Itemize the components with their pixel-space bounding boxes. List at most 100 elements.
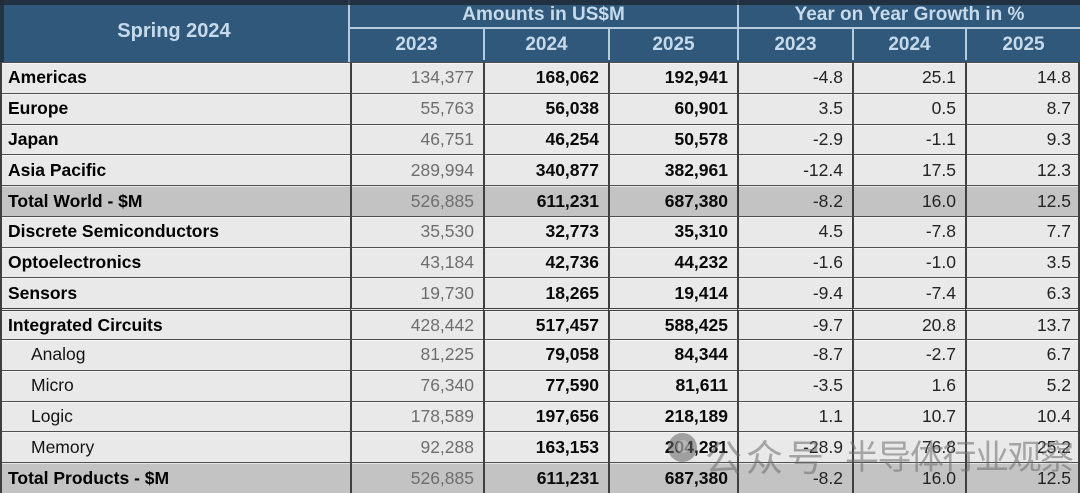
growth-2025: 9.3 bbox=[965, 123, 1080, 155]
row-label: Logic bbox=[0, 400, 350, 432]
table-row: Integrated Circuits 428,442 517,457 588,425… bbox=[0, 308, 1080, 340]
amounts-year-2024-header: 2024 bbox=[483, 29, 608, 60]
table-right-border bbox=[1078, 62, 1080, 493]
amount-2023: 43,184 bbox=[350, 246, 483, 278]
table-title: Spring 2024 bbox=[0, 0, 350, 62]
growth-2024: -2.7 bbox=[852, 339, 965, 370]
growth-2024: -7.8 bbox=[852, 215, 965, 247]
amount-2024: 163,153 bbox=[483, 431, 608, 463]
amount-2025: 50,578 bbox=[608, 123, 737, 155]
amount-2023: 428,442 bbox=[350, 308, 483, 340]
amount-2023: 35,530 bbox=[350, 215, 483, 247]
amount-2023: 46,751 bbox=[350, 123, 483, 155]
amount-2024: 79,058 bbox=[483, 339, 608, 370]
amount-2023: 526,885 bbox=[350, 462, 483, 493]
row-label: Micro bbox=[0, 369, 350, 401]
growth-2025: 12.5 bbox=[965, 462, 1080, 493]
growth-2024: 10.7 bbox=[852, 400, 965, 432]
amount-2023: 92,288 bbox=[350, 431, 483, 463]
amount-2023: 178,589 bbox=[350, 400, 483, 432]
row-label: Europe bbox=[0, 92, 350, 124]
growth-2023: 1.1 bbox=[737, 400, 852, 432]
amount-2024: 197,656 bbox=[483, 400, 608, 432]
row-label: Sensors bbox=[0, 277, 350, 308]
amount-2023: 55,763 bbox=[350, 92, 483, 124]
row-label: Japan bbox=[0, 123, 350, 155]
column-group-amounts: Amounts in US$M bbox=[350, 0, 737, 29]
row-label: Integrated Circuits bbox=[0, 308, 350, 339]
growth-2024: -1.0 bbox=[852, 246, 965, 278]
row-label: Discrete Semiconductors bbox=[0, 215, 350, 247]
amount-2025: 204,281 bbox=[608, 431, 737, 463]
growth-2023: -9.4 bbox=[737, 277, 852, 309]
amount-2024: 32,773 bbox=[483, 215, 608, 247]
row-label: Asia Pacific bbox=[0, 154, 350, 185]
growth-2025: 7.7 bbox=[965, 215, 1080, 247]
growth-2023: -2.9 bbox=[737, 123, 852, 155]
amount-2025: 81,611 bbox=[608, 369, 737, 401]
row-label: Memory bbox=[0, 431, 350, 462]
amount-2024: 77,590 bbox=[483, 369, 608, 401]
growth-2025: 13.7 bbox=[965, 308, 1080, 340]
table-row: Japan 46,751 46,254 50,578 -2.9 -1.1 9.3 bbox=[0, 123, 1080, 155]
table-row: Europe 55,763 56,038 60,901 3.5 0.5 8.7 bbox=[0, 92, 1080, 124]
amount-2025: 84,344 bbox=[608, 339, 737, 370]
row-label: Total World - $M bbox=[0, 185, 350, 216]
amount-2024: 611,231 bbox=[483, 462, 608, 493]
amount-2024: 56,038 bbox=[483, 92, 608, 124]
amount-2024: 168,062 bbox=[483, 62, 608, 93]
row-label: Total Products - $M bbox=[0, 462, 350, 493]
window-left-edge bbox=[0, 0, 4, 62]
amount-2023: 289,994 bbox=[350, 154, 483, 186]
growth-2025: 12.3 bbox=[965, 154, 1080, 186]
amount-2023: 526,885 bbox=[350, 185, 483, 216]
table-row: Total Products - $M 526,885 611,231 687,380… bbox=[0, 462, 1080, 493]
growth-2023: -8.7 bbox=[737, 339, 852, 370]
amount-2025: 218,189 bbox=[608, 400, 737, 432]
growth-2024: -1.1 bbox=[852, 123, 965, 155]
growth-2024: 16.0 bbox=[852, 185, 965, 216]
amount-2023: 81,225 bbox=[350, 339, 483, 370]
growth-2024: 1.6 bbox=[852, 369, 965, 401]
growth-2025: 6.3 bbox=[965, 277, 1080, 309]
header-year-columns: Amounts in US$M Year on Year Growth in %… bbox=[350, 0, 1080, 62]
growth-2025: 3.5 bbox=[965, 246, 1080, 278]
growth-year-2023-header: 2023 bbox=[737, 29, 852, 60]
amount-2023: 134,377 bbox=[350, 62, 483, 93]
amount-2024: 46,254 bbox=[483, 123, 608, 155]
growth-2023: -4.8 bbox=[737, 62, 852, 93]
growth-2023: -9.7 bbox=[737, 308, 852, 340]
amount-2025: 687,380 bbox=[608, 185, 737, 216]
growth-2025: 25.2 bbox=[965, 431, 1080, 463]
amount-2025: 60,901 bbox=[608, 92, 737, 124]
growth-2025: 10.4 bbox=[965, 400, 1080, 432]
growth-2023: -8.2 bbox=[737, 462, 852, 493]
growth-2025: 5.2 bbox=[965, 369, 1080, 401]
growth-2024: 25.1 bbox=[852, 62, 965, 93]
table-row: Optoelectronics 43,184 42,736 44,232 -1.6 -1.… bbox=[0, 246, 1080, 278]
table-row: Memory 92,288 163,153 204,281 -28.9 76.8 25.2 bbox=[0, 431, 1080, 463]
amount-2025: 19,414 bbox=[608, 277, 737, 309]
amount-2024: 517,457 bbox=[483, 308, 608, 340]
table-body: Americas 134,377 168,062 192,941 -4.8 25.1 14.… bbox=[0, 62, 1080, 493]
growth-2023: 3.5 bbox=[737, 92, 852, 124]
table-row: Micro 76,340 77,590 81,611 -3.5 1.6 5.2 bbox=[0, 369, 1080, 401]
table-header: Spring 2024 Amounts in US$M Year on Year… bbox=[0, 0, 1080, 62]
amount-2025: 44,232 bbox=[608, 246, 737, 278]
amount-2025: 35,310 bbox=[608, 215, 737, 247]
table-row: Total World - $M 526,885 611,231 687,380 -8.… bbox=[0, 185, 1080, 216]
growth-year-2024-header: 2024 bbox=[852, 29, 965, 60]
amounts-year-2023-header: 2023 bbox=[395, 33, 438, 55]
amount-2025: 588,425 bbox=[608, 308, 737, 340]
amount-2024: 18,265 bbox=[483, 277, 608, 309]
table-row: Discrete Semiconductors 35,530 32,773 35,31… bbox=[0, 215, 1080, 247]
growth-2025: 6.7 bbox=[965, 339, 1080, 370]
row-label: Optoelectronics bbox=[0, 246, 350, 278]
growth-2024: -7.4 bbox=[852, 277, 965, 309]
amount-2025: 687,380 bbox=[608, 462, 737, 493]
amount-2024: 340,877 bbox=[483, 154, 608, 186]
amount-2025: 382,961 bbox=[608, 154, 737, 186]
growth-2024: 76.8 bbox=[852, 431, 965, 463]
amount-2023: 76,340 bbox=[350, 369, 483, 401]
